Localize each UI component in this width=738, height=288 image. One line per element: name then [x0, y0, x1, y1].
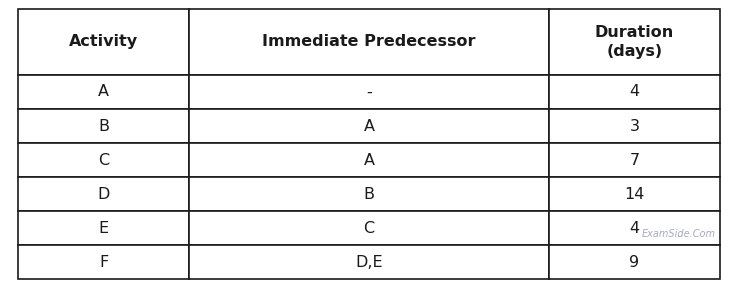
Bar [18, 211, 189, 245]
Bar [549, 245, 720, 279]
Bar [18, 143, 189, 177]
Bar [189, 143, 549, 177]
Bar [18, 245, 189, 279]
Text: B: B [364, 187, 374, 202]
Bar [189, 9, 549, 75]
Text: -: - [366, 84, 372, 99]
Text: 4: 4 [630, 84, 639, 99]
Bar [18, 75, 189, 109]
Text: 4: 4 [630, 221, 639, 236]
Bar [549, 143, 720, 177]
Text: Activity: Activity [69, 34, 138, 49]
Text: Immediate Predecessor: Immediate Predecessor [262, 34, 476, 49]
Text: B: B [98, 119, 109, 134]
Text: F: F [99, 255, 108, 270]
Bar [549, 9, 720, 75]
Text: Duration
(days): Duration (days) [595, 25, 674, 58]
Bar [189, 177, 549, 211]
Bar [549, 75, 720, 109]
Bar [18, 9, 189, 75]
Text: A: A [364, 119, 374, 134]
Bar [189, 109, 549, 143]
Text: ExamSide.Com: ExamSide.Com [642, 229, 716, 239]
Text: A: A [98, 84, 109, 99]
Text: C: C [363, 221, 375, 236]
Bar [18, 177, 189, 211]
Bar [549, 177, 720, 211]
Text: E: E [99, 221, 108, 236]
Text: 3: 3 [630, 119, 639, 134]
Bar [18, 109, 189, 143]
Text: 14: 14 [624, 187, 644, 202]
Text: 9: 9 [630, 255, 639, 270]
Text: A: A [364, 153, 374, 168]
Bar [189, 245, 549, 279]
Text: D,E: D,E [355, 255, 383, 270]
Bar [549, 109, 720, 143]
Text: D: D [97, 187, 110, 202]
Bar [189, 75, 549, 109]
Bar [189, 211, 549, 245]
Text: C: C [98, 153, 109, 168]
Bar [549, 211, 720, 245]
Text: 7: 7 [630, 153, 639, 168]
